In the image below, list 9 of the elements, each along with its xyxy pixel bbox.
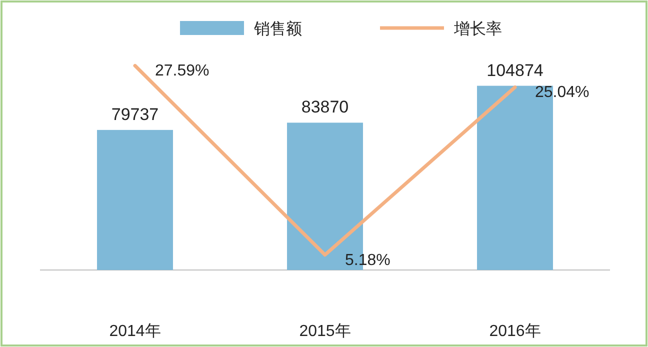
data-label: 27.59%	[155, 62, 210, 80]
x-tick-label: 2016年	[489, 323, 541, 340]
x-tick-label: 2015年	[299, 323, 351, 340]
x-tick-label: 2014年	[109, 323, 161, 340]
legend-label: 销售额	[253, 20, 302, 38]
legend-label: 增长率	[453, 20, 502, 38]
data-label: 83870	[301, 98, 349, 117]
data-label: 79737	[111, 104, 159, 124]
data-label: 104874	[486, 60, 544, 80]
